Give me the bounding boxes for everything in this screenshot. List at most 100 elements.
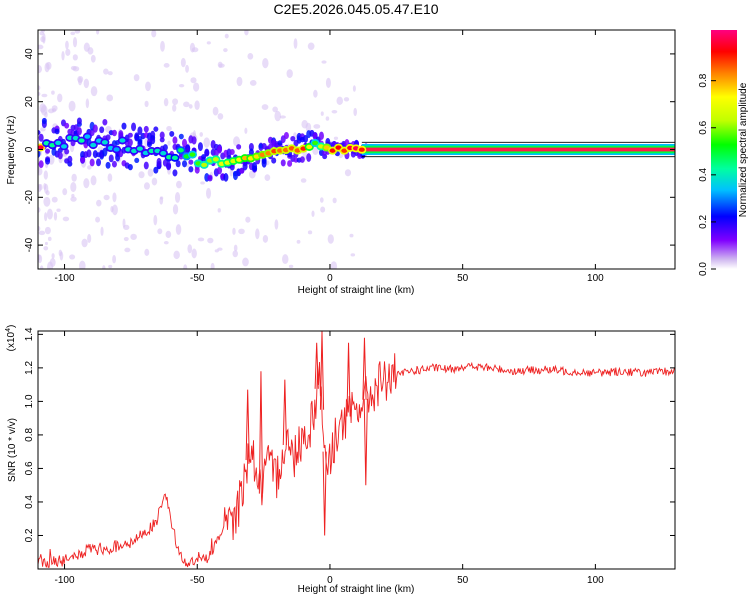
y-tick-label: 1.2 <box>24 360 35 374</box>
spectrogram-halo-cell <box>166 163 172 170</box>
snr-spike <box>362 337 367 400</box>
spectrogram-halo-cell <box>283 132 289 140</box>
spectrogram-noise <box>333 136 339 140</box>
spectrogram-halo-cell <box>178 133 184 140</box>
x-tick-label: 100 <box>587 273 604 284</box>
spectrogram-noise <box>307 230 313 235</box>
spectrogram-noise <box>264 174 271 182</box>
spectrogram-noise <box>53 211 58 221</box>
colorbar-gradient <box>711 30 737 269</box>
spectrogram-noise <box>180 57 186 68</box>
y-tick-label: 0 <box>24 146 35 152</box>
spectrogram-noise <box>176 180 182 189</box>
spectrogram-noise <box>83 42 90 52</box>
spectrogram-noise <box>40 127 46 132</box>
spectrogram-halo-cell <box>41 117 47 124</box>
spectrogram-noise <box>262 57 269 69</box>
snr-frame <box>37 330 676 570</box>
spectrogram-noise <box>206 41 211 45</box>
snr-spike <box>322 451 327 536</box>
spectrogram-noise <box>163 241 169 245</box>
spectrogram-track-core <box>323 145 330 150</box>
spectrogram-noise <box>39 31 44 36</box>
spectrogram-track-core <box>312 140 319 146</box>
spectrogram-track-core <box>335 145 342 150</box>
spectrogram-noise <box>320 206 326 213</box>
snr-spike <box>314 342 319 389</box>
spectrogram-halo-cell <box>159 131 165 140</box>
x-tick-label: -50 <box>190 575 205 586</box>
spectrogram-track-core <box>119 138 126 143</box>
spectrogram-noise <box>40 105 48 116</box>
spectrogram-noise <box>44 62 50 73</box>
spectrogram-noise <box>217 208 221 213</box>
spectrogram-noise <box>38 254 41 261</box>
spectrogram-noise <box>194 100 200 111</box>
spectrogram-halo-cell <box>86 149 92 158</box>
spectrogram-halo-cell <box>280 159 286 167</box>
colorbar-label: Normalized spectral amplitude <box>738 82 749 217</box>
spectrogram-halo-cell <box>194 166 200 174</box>
spectrogram-noise <box>61 51 65 61</box>
spectrogram-halo-cell <box>306 153 312 162</box>
spectrogram-halo-cell <box>287 160 293 167</box>
spectrogram-noise <box>282 254 289 265</box>
spectrogram-noise <box>79 260 86 269</box>
spectrogram-noise <box>38 85 41 91</box>
spectrogram-noise <box>90 54 96 63</box>
spectrogram-noise <box>166 125 172 132</box>
spectrogram-noise <box>96 30 100 35</box>
spectrogram-halo-cell <box>188 159 194 165</box>
spectrogram-noise <box>274 110 282 122</box>
spectrogram-halo-cell <box>252 165 258 172</box>
spectrogram-noise <box>193 82 200 92</box>
spectrogram-halo-cell <box>127 163 133 171</box>
spectrogram-halo-cell <box>223 173 229 182</box>
spectrogram-halo-cell <box>45 157 51 165</box>
spectrogram-noise <box>175 224 182 235</box>
spectrogram-noise <box>236 76 243 87</box>
spectrogram-noise <box>255 228 260 240</box>
y-tick-label: 40 <box>24 48 35 60</box>
spectrogram-halo-cell <box>239 168 245 174</box>
spectrogram-band-core <box>361 147 675 152</box>
spectrogram-track-core <box>171 155 178 161</box>
y-tick-label: -20 <box>24 190 35 205</box>
spectrogram-halo-cell <box>197 142 203 152</box>
snr-spike <box>346 342 351 417</box>
spectrogram-noise <box>38 225 41 232</box>
spectrogram-halo-cell <box>303 134 309 143</box>
spectrogram-noise <box>143 182 150 190</box>
spectrogram-noise <box>313 124 321 129</box>
spectrogram-noise <box>200 181 205 185</box>
snr-x-label: Height of straight line (km) <box>298 584 415 595</box>
spectrogram-noise <box>344 169 352 177</box>
spectrogram-track-core <box>90 142 97 148</box>
spectrogram-noise <box>353 107 357 117</box>
spectrogram-noise <box>217 247 223 251</box>
spectrogram-noise <box>39 265 44 269</box>
spectrogram-noise <box>245 216 251 223</box>
spectrogram-noise <box>111 204 118 216</box>
y-tick-label: 1.0 <box>24 394 35 408</box>
spectrogram-noise <box>95 216 101 223</box>
spectrogram-noise <box>325 116 330 121</box>
spectrogram-noise <box>296 239 301 244</box>
spectrogram-noise <box>244 127 248 134</box>
x-tick-label: 50 <box>457 575 469 586</box>
colorbar-tick-label: 0.2 <box>698 215 709 229</box>
chart-title: C2E5.2026.045.05.47.E10 <box>273 1 438 17</box>
spectrogram-track-core <box>49 142 56 148</box>
spectrogram-noise <box>172 98 179 105</box>
spectrogram-halo-cell <box>150 137 156 145</box>
spectrogram-track-core <box>160 151 167 156</box>
spectrogram-halo-cell <box>188 166 194 173</box>
spectrogram-x-ticks: -100 -50 0 50 100 <box>55 30 604 284</box>
spectrogram-noise <box>83 78 90 89</box>
spectrogram-noise <box>51 90 55 95</box>
spectrogram-halo-cell <box>134 157 140 163</box>
spectrogram-noise <box>191 248 197 259</box>
spectrogram-noise <box>321 60 327 64</box>
spectrogram-noise <box>72 37 78 48</box>
